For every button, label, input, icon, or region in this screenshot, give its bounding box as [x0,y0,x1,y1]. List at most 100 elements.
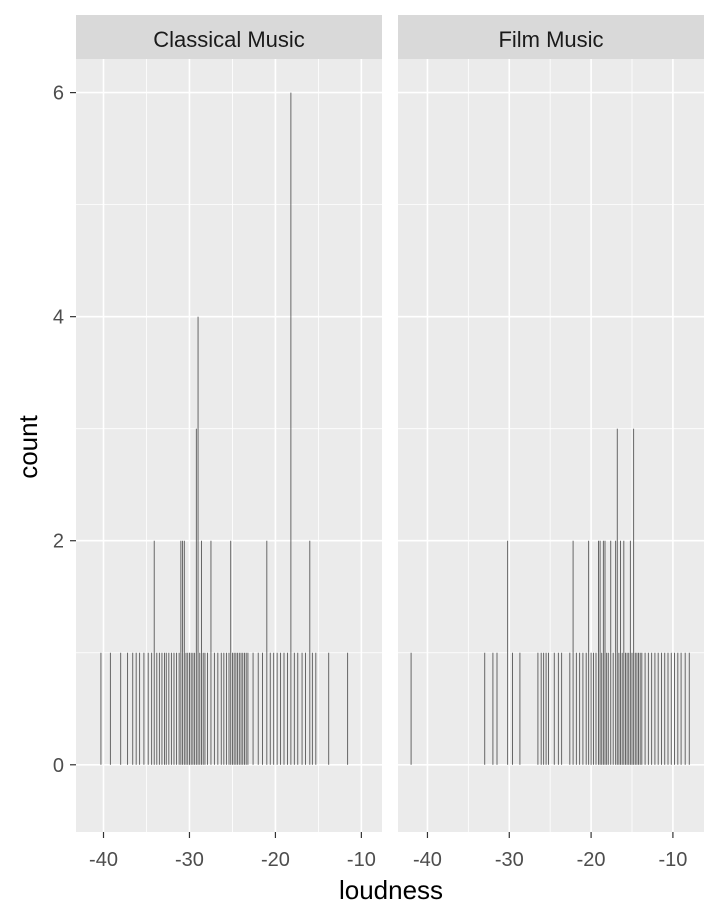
histogram-bar [582,652,584,765]
histogram-bar [588,540,590,765]
histogram-bar [654,652,656,765]
histogram-bar [585,652,587,765]
histogram-bar [507,540,509,765]
histogram-bar [519,652,521,765]
histogram-bar [305,652,306,765]
histogram-bar [189,652,190,765]
histogram-bar [309,540,311,765]
histogram-bar [680,652,682,765]
histogram-bar [616,428,618,765]
histogram-bar [633,428,635,765]
histogram-bar [664,652,666,765]
histogram-bar [213,652,215,765]
histogram-bar [183,540,185,765]
histogram-bar [252,652,254,765]
histogram-bar [297,652,299,765]
histogram-bar [636,652,638,765]
histogram-bar [283,652,285,765]
histogram-bar [143,652,145,765]
histogram-bar [496,652,498,765]
y-tick-label: 0 [53,755,64,777]
histogram-bar [631,652,633,765]
histogram-bar [626,652,628,765]
histogram-bar [590,652,592,765]
histogram-bar [233,652,235,765]
histogram-bar [228,652,230,765]
histogram-bar [548,652,549,765]
y-axis-title: count [13,414,43,478]
y-tick-label: 2 [53,531,64,553]
histogram-bar [674,652,675,765]
facet-panel-classical: Classical Music -40 -30 -20 -10 [76,15,382,871]
histogram-bar [572,540,574,765]
histogram-bar [170,652,172,765]
histogram-bar [290,92,292,765]
histogram-bar [311,652,313,765]
histogram-bar [561,652,563,765]
histogram-bar [604,540,606,765]
histogram-bar [595,652,597,765]
x-axis-title: loudness [339,875,443,905]
histogram-bar [553,652,555,765]
histogram-bar [301,652,303,765]
histogram-bar [606,652,608,765]
histogram-bar [628,652,630,765]
facet-strip-label: Film Music [498,27,603,52]
histogram-bar [315,652,317,765]
histogram-bar [220,652,222,765]
histogram-bar [139,652,141,765]
histogram-bar [235,652,237,765]
facet-strip [398,15,704,59]
histogram-bar [151,652,153,765]
histogram-bar [262,652,263,765]
histogram-bar [135,652,137,765]
y-axis: 0 2 4 6 [53,83,76,777]
x-tick-label: -10 [658,849,687,871]
histogram-bar [641,652,643,765]
histogram-bar [127,652,129,765]
histogram-bar [269,652,271,765]
histogram-bar [657,652,659,765]
histogram-bar [158,652,160,765]
histogram-bar [579,652,581,765]
histogram-bar [230,540,232,765]
histogram-bar [266,540,268,765]
histogram-bar [187,652,189,765]
histogram-bar [293,652,295,765]
histogram-bar [120,652,122,765]
histogram-bar [684,652,686,765]
histogram-bar [153,540,155,765]
x-tick-label: -40 [89,849,118,871]
histogram-bar [621,652,623,765]
histogram-bar [512,652,513,765]
histogram-bar [618,652,620,765]
histogram-bar [190,652,192,765]
histogram-bar [661,652,662,765]
histogram-bar [280,652,282,765]
histogram-bar [210,540,212,765]
histogram-bar [276,652,278,765]
histogram-bar [651,652,653,765]
histogram-bar [201,540,202,765]
histogram-bar [575,652,577,765]
histogram-bar [178,652,180,765]
facet-panel-film: Film Music -40 -30 -20 -10 [398,15,704,871]
histogram-bar [185,652,187,765]
y-tick-label: 6 [53,83,64,105]
histogram-bar [164,652,165,765]
histogram-bar [634,652,636,765]
histogram-bar [410,652,412,765]
histogram-bar [242,652,244,765]
histogram-bar [202,652,204,765]
histogram-bar [492,652,494,765]
histogram-bar [599,540,601,765]
histogram-bar [225,652,227,765]
facet-strip [76,15,382,59]
histogram-bar [688,652,690,765]
histogram-bar [231,652,233,765]
histogram-bar [257,652,259,765]
histogram-bar [161,652,163,765]
histogram-bar [156,652,158,765]
histogram-bar [612,652,614,765]
